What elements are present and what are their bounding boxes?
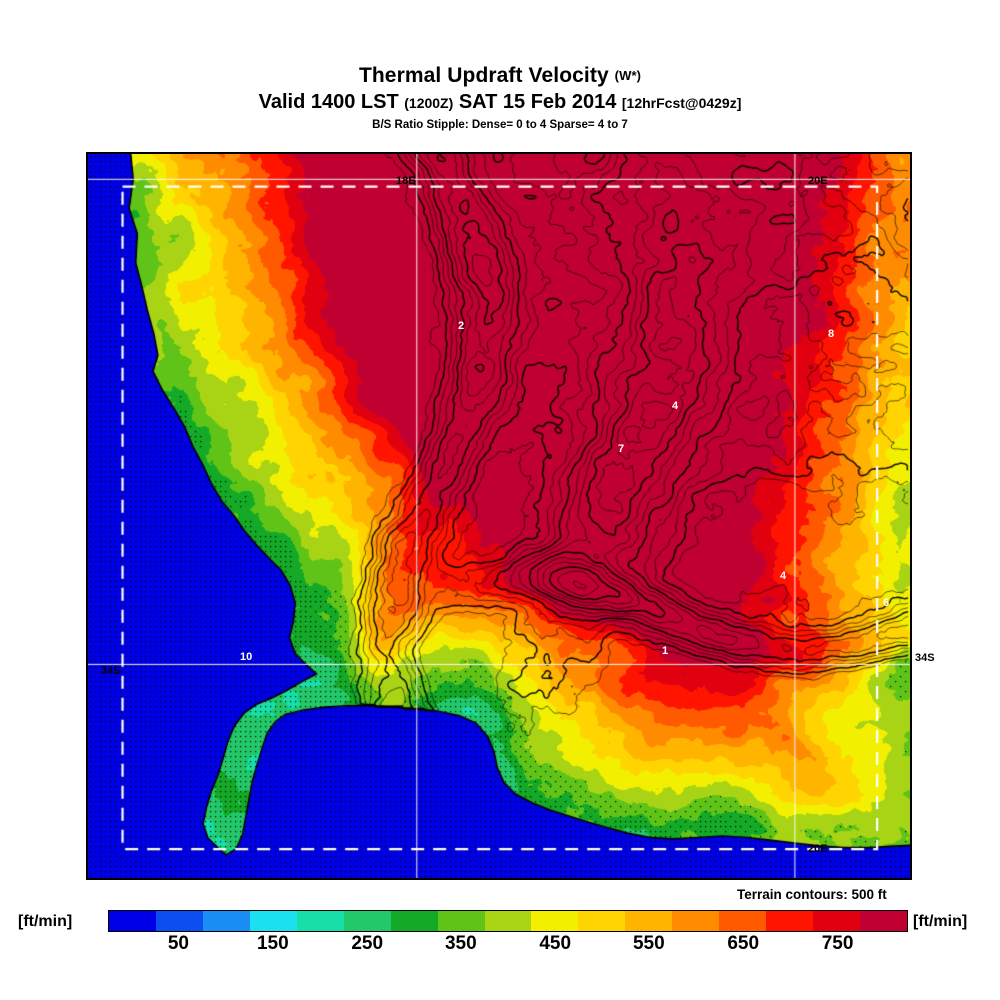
valid-time-label: Valid 1400 LST (258, 91, 399, 113)
colorbar-swatch-3 (249, 911, 297, 931)
colorbar-swatch-5 (343, 911, 391, 931)
colorbar-unit-right: [ft/min] (913, 913, 968, 930)
map-grid-label-34S-3: 34S (101, 665, 121, 677)
colorbar-swatch-16 (860, 911, 907, 931)
colorbar-tick-250: 250 (351, 933, 384, 954)
map-grid-label-7-9: 7 (618, 443, 625, 455)
colorbar-gradient[interactable] (108, 910, 908, 932)
colorbar-tick-450: 450 (539, 933, 572, 954)
colorbar-swatch-1 (155, 911, 203, 931)
colorbar-swatch-4 (296, 911, 344, 931)
map-grid-label-4-6: 4 (672, 400, 679, 412)
colorbar-swatch-2 (202, 911, 250, 931)
colorbar-tick-650: 650 (727, 933, 760, 954)
colorbar-tick-50: 50 (167, 933, 189, 954)
title-block: Thermal Updraft Velocity (W*) Valid 1400… (0, 64, 1000, 133)
colorbar-tick-labels: 50 150 250 350 450 550 650 750 (108, 933, 908, 959)
title-superscript: (W*) (614, 68, 642, 83)
map-grid-label-20E-1: 20E (808, 175, 828, 187)
subtitle: Valid 1400 LST (1200Z) SAT 15 Feb 2014 [… (0, 89, 1000, 116)
colorbar-swatch-9 (531, 911, 579, 931)
colorbar-swatch-15 (813, 911, 860, 931)
stipple-legend-note: B/S Ratio Stipple: Dense= 0 to 4 Sparse=… (372, 119, 628, 131)
colorbar-tick-750: 750 (821, 933, 854, 954)
map-grid-label-20E-2: 20E (808, 843, 828, 855)
map-grid-label-10-4: 10 (240, 651, 253, 663)
colorbar-tick-350: 350 (444, 933, 477, 954)
colorbar-swatch-0 (109, 911, 156, 931)
colorbar-swatch-12 (672, 911, 720, 931)
colorbar-swatch-13 (719, 911, 767, 931)
colorbar-block: [ft/min] [ft/min] 50 150 250 350 450 550 650 75… (0, 905, 1000, 965)
page-title: Thermal Updraft Velocity (W*) (0, 64, 1000, 88)
map-grid-label-1-11: 1 (662, 645, 669, 657)
map-grid-label-8-5: 8 (828, 328, 835, 340)
colorbar-tick-150: 150 (256, 933, 289, 954)
colorbar-swatch-11 (625, 911, 673, 931)
map-grid-label-2-8: 2 (458, 320, 465, 332)
map-grid-label-6-10: 6 (883, 597, 890, 609)
terrain-contour-note: Terrain contours: 500 ft (737, 887, 887, 902)
thermal-updraft-heatmap (88, 154, 910, 878)
map-plot-area[interactable]: 18E 20E 20E 34S 10 8 4 4 2 7 6 1 (86, 152, 912, 880)
colorbar-swatch-10 (578, 911, 626, 931)
valid-zulu-label: (1200Z) (404, 95, 454, 111)
map-grid-label-18E-0: 18E (396, 175, 416, 187)
map-grid-label-4-7: 4 (780, 570, 787, 582)
colorbar-swatch-7 (437, 911, 485, 931)
colorbar-swatch-14 (766, 911, 814, 931)
forecast-bracket-label: [12hrFcst@0429z] (621, 95, 742, 111)
colorbar-swatch-6 (390, 911, 438, 931)
title-main-text: Thermal Updraft Velocity (358, 64, 609, 87)
colorbar-unit-left: [ft/min] (18, 913, 73, 930)
valid-date-label: SAT 15 Feb 2014 (458, 91, 617, 113)
latitude-label-right: 34S (915, 652, 935, 664)
colorbar-swatch-8 (484, 911, 532, 931)
colorbar-tick-550: 550 (632, 933, 665, 954)
